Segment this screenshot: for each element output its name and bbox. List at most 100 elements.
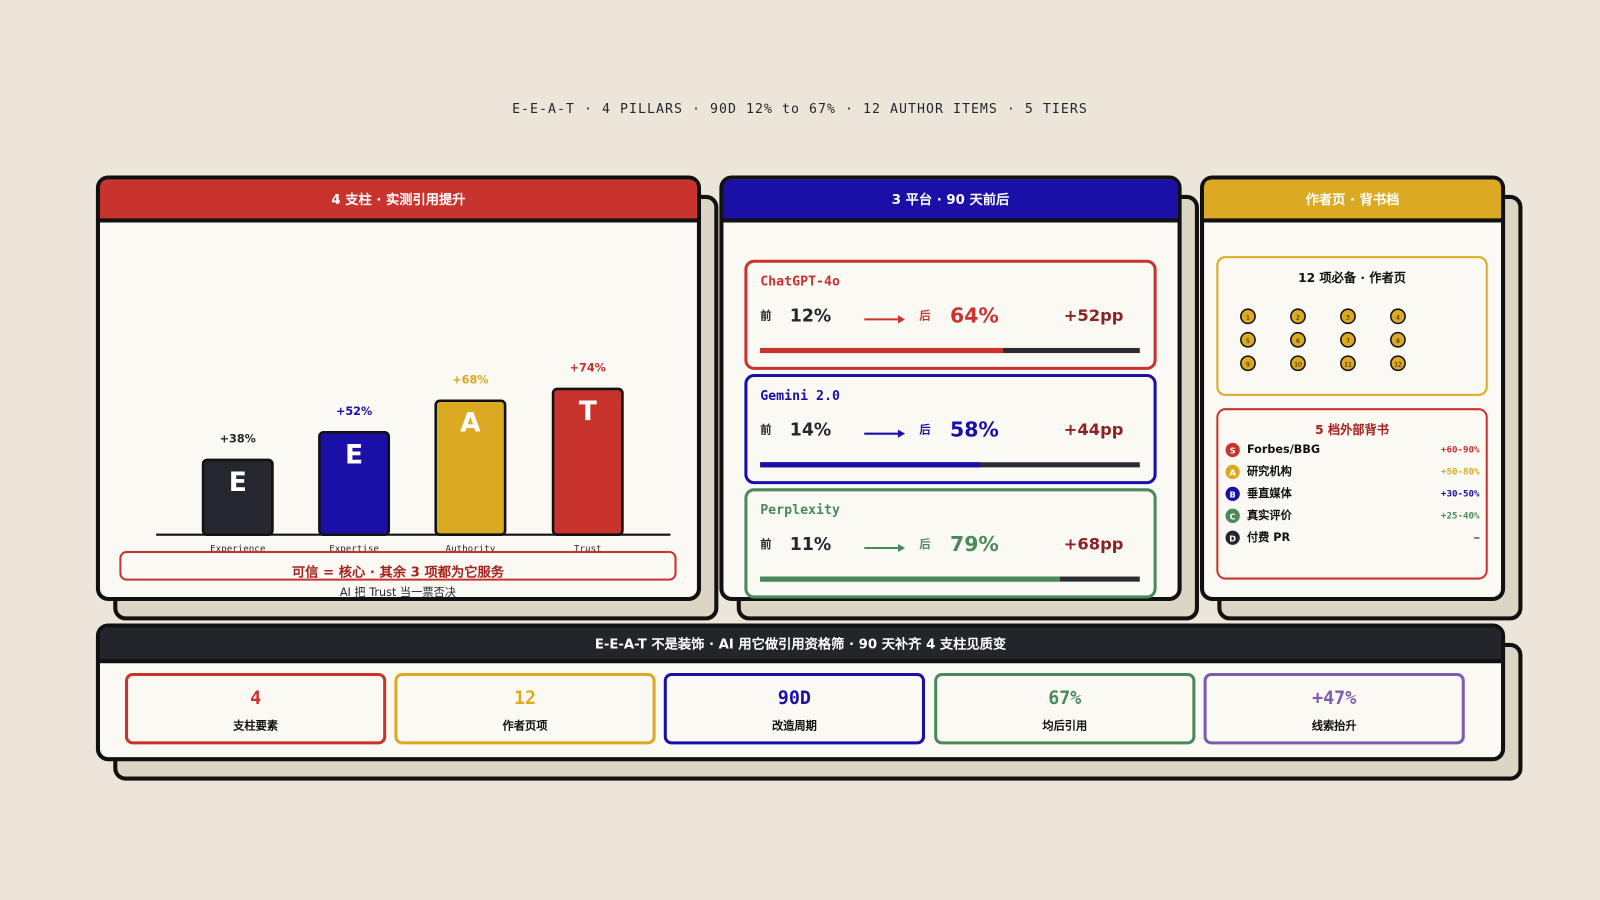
check-number: 10: [1294, 361, 1302, 368]
platform-card: [744, 259, 1157, 370]
stat-card: [1203, 672, 1465, 745]
tier-range: +30-50%: [1441, 488, 1480, 499]
bar: [551, 387, 624, 536]
stat-value: 90D: [778, 688, 811, 709]
stat-card: [125, 672, 387, 745]
panel-title: E-E-A-T 不是装饰 · AI 用它做引用资格筛 · 90 天补齐 4 支柱…: [595, 635, 1007, 652]
tier-letter: S: [1230, 446, 1236, 456]
category-label: Experience: [210, 543, 265, 554]
check-dot: [1290, 355, 1306, 372]
tier-badge: [1225, 464, 1240, 480]
stat-value: 67%: [1048, 688, 1081, 709]
check-dot: [1390, 308, 1406, 325]
bar-letter: E: [229, 467, 247, 498]
value-label: +74%: [570, 362, 606, 375]
platform-card: [744, 373, 1157, 485]
before-text: 前: [760, 537, 771, 551]
category-label: Expertise: [329, 543, 379, 554]
tier-badge: [1225, 442, 1240, 458]
tier-name: Forbes/BBG: [1247, 443, 1320, 456]
before-text: 前: [760, 308, 771, 322]
tier-name: 研究机构: [1247, 464, 1292, 478]
bar-letter: T: [579, 396, 597, 427]
platform-name: Gemini 2.0: [760, 388, 840, 404]
panel-header: [100, 179, 697, 221]
panel-title: 4 支柱 · 实测引用提升: [331, 191, 465, 208]
delta-value: +68pp: [1064, 534, 1124, 553]
stat-label: 均后引用: [1042, 719, 1087, 733]
check-number: 7: [1346, 338, 1350, 345]
stat-card: [394, 672, 656, 745]
stat-card: [663, 672, 925, 745]
check-dot: [1290, 331, 1306, 348]
value-label: +38%: [220, 432, 256, 445]
stat-label: 作者页项: [503, 719, 549, 733]
tier-range: +25-40%: [1441, 510, 1480, 521]
bar-letter: A: [460, 408, 481, 439]
check-number: 9: [1246, 361, 1250, 368]
progress-bar: [760, 462, 981, 468]
after-text: 后: [919, 423, 930, 437]
before-text: 前: [760, 423, 771, 437]
bar-letter: E: [345, 439, 363, 470]
delta-value: +52pp: [1064, 306, 1124, 325]
before-value: 12%: [790, 306, 831, 326]
tier-letter: B: [1230, 489, 1236, 499]
tier-name: 付费 PR: [1247, 530, 1291, 544]
stat-label: 线索抬升: [1312, 719, 1357, 733]
progress-bar: [760, 576, 1061, 582]
tier-badge: [1225, 486, 1240, 502]
checklist-title: 12 项必备 · 作者页: [1298, 270, 1406, 285]
category-label: Authority: [446, 543, 496, 554]
tier-badge: [1225, 530, 1240, 545]
check-number: 2: [1296, 314, 1300, 321]
check-dot: [1240, 308, 1256, 325]
note: 可信 = 核心 · 其余 3 项都为它服务: [292, 563, 505, 580]
check-dot: [1390, 355, 1406, 372]
check-dot: [1240, 331, 1256, 348]
check-number: 3: [1346, 314, 1350, 321]
check-number: 4: [1396, 314, 1400, 321]
check-number: 12: [1394, 361, 1402, 368]
check-dot: [1290, 308, 1306, 325]
before-value: 11%: [790, 535, 831, 555]
panel-title: 作者页 · 背书档: [1306, 191, 1400, 208]
tier-box: [1216, 408, 1488, 580]
platform-name: Perplexity: [760, 502, 840, 518]
check-dot: [1240, 355, 1256, 372]
stat-card: [934, 672, 1196, 745]
tier-name: 垂直媒体: [1247, 486, 1293, 500]
tier-range: +60-90%: [1441, 445, 1480, 456]
arrow-head: [897, 429, 906, 438]
panel-header: [1204, 179, 1502, 221]
platform-card: [744, 488, 1157, 599]
check-dot: [1340, 308, 1356, 325]
bar: [318, 431, 391, 536]
tier-title: 5 档外部背书: [1315, 422, 1389, 437]
before-value: 14%: [790, 421, 831, 441]
stat-value: 12: [514, 688, 536, 709]
panel-header: [723, 179, 1178, 221]
check-number: 6: [1296, 338, 1300, 345]
panel-title: 3 平台 · 90 天前后: [892, 191, 1009, 208]
arrow-head: [897, 315, 906, 324]
check-number: 5: [1246, 338, 1250, 345]
tier-letter: C: [1230, 511, 1236, 521]
bar: [434, 399, 507, 536]
arrow-head: [897, 543, 906, 553]
tier-letter: A: [1229, 467, 1236, 477]
platform-name: ChatGPT-4o: [760, 275, 840, 290]
stat-label: 改造周期: [772, 719, 817, 733]
check-number: 11: [1344, 361, 1352, 368]
after-value: 79%: [950, 532, 999, 556]
after-text: 后: [919, 308, 930, 322]
panel-header: [100, 627, 1502, 662]
stat-label: 支柱要素: [232, 719, 278, 733]
note-2: AI 把 Trust 当一票否决: [340, 585, 456, 599]
tier-name: 真实评价: [1247, 508, 1293, 522]
after-text: 后: [919, 537, 930, 551]
tier-badge: [1225, 508, 1240, 523]
check-number: 1: [1246, 314, 1250, 321]
check-dot: [1390, 331, 1406, 348]
category-label: Trust: [574, 543, 602, 554]
